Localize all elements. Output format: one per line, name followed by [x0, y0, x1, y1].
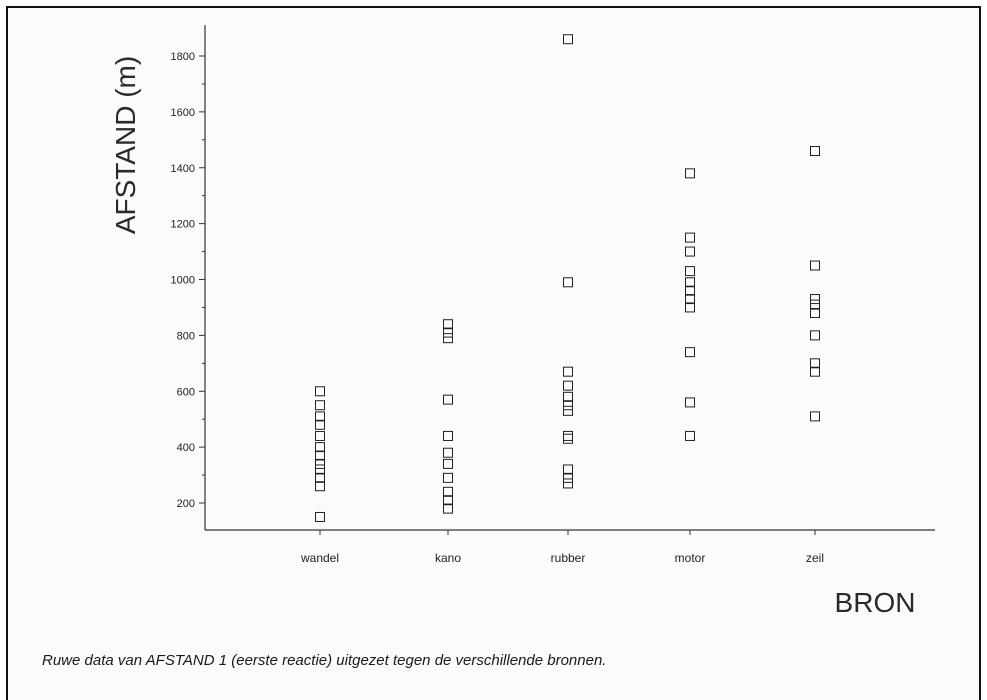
- data-point-motor: [685, 285, 695, 296]
- axes: [204, 25, 935, 531]
- data-point-kano: [443, 327, 453, 338]
- data-point-wandel: [315, 464, 325, 475]
- y-tick-label: 1800: [171, 51, 195, 63]
- y-tick-label: 1400: [171, 163, 195, 175]
- data-point-zeil: [810, 145, 820, 156]
- y-tick-label: 200: [177, 498, 195, 510]
- data-point-zeil: [810, 411, 820, 422]
- figure-frame: [6, 6, 981, 700]
- x-tick-label-motor: motor: [675, 551, 706, 565]
- y-tick-label: 1000: [171, 275, 195, 287]
- data-point-rubber: [563, 380, 573, 391]
- data-point-rubber: [563, 405, 573, 416]
- y-tick-label: 1200: [171, 219, 195, 231]
- data-point-kano: [443, 458, 453, 469]
- x-tick-label-kano: kano: [435, 551, 461, 565]
- y-tick-label: 400: [177, 442, 195, 454]
- data-point-kano: [443, 319, 453, 330]
- data-point-kano: [443, 486, 453, 497]
- data-point-motor: [685, 302, 695, 313]
- data-point-rubber: [563, 366, 573, 377]
- data-point-motor: [685, 294, 695, 305]
- data-point-rubber: [563, 464, 573, 475]
- data-points: [315, 34, 820, 522]
- data-point-wandel: [315, 411, 325, 422]
- y-tick-label: 800: [177, 330, 195, 342]
- data-point-rubber: [563, 433, 573, 444]
- y-axis-label: AFSTAND (m): [110, 56, 141, 234]
- data-point-zeil: [810, 330, 820, 341]
- data-point-wandel: [315, 400, 325, 411]
- data-point-rubber: [563, 277, 573, 288]
- data-point-wandel: [315, 472, 325, 483]
- figure-caption: Ruwe data van AFSTAND 1 (eerste reactie)…: [42, 652, 607, 669]
- data-point-motor: [685, 246, 695, 257]
- data-point-kano: [443, 447, 453, 458]
- data-point-rubber: [563, 478, 573, 489]
- x-axis-label: BRON: [835, 587, 916, 618]
- data-point-motor: [685, 397, 695, 408]
- data-point-zeil: [810, 308, 820, 319]
- data-point-motor: [685, 168, 695, 179]
- data-point-wandel: [315, 511, 325, 522]
- y-tick-label: 1600: [171, 107, 195, 119]
- data-point-wandel: [315, 458, 325, 469]
- data-point-motor: [685, 277, 695, 288]
- data-point-kano: [443, 495, 453, 506]
- data-point-rubber: [563, 400, 573, 411]
- data-point-kano: [443, 394, 453, 405]
- y-ticks: 200 400 600 800 1000 1200 1400 1600 1800: [171, 51, 205, 510]
- data-point-wandel: [315, 481, 325, 492]
- data-point-motor: [685, 430, 695, 441]
- data-point-kano: [443, 430, 453, 441]
- data-point-wandel: [315, 419, 325, 430]
- data-point-rubber: [563, 472, 573, 483]
- data-point-zeil: [810, 260, 820, 271]
- x-tick-label-rubber: rubber: [551, 551, 586, 565]
- data-point-rubber: [563, 391, 573, 402]
- data-point-zeil: [810, 299, 820, 310]
- data-point-zeil: [810, 294, 820, 305]
- data-point-wandel: [315, 430, 325, 441]
- data-point-motor: [685, 266, 695, 277]
- data-point-wandel: [315, 442, 325, 453]
- data-point-kano: [443, 472, 453, 483]
- x-category-labels: wandel kano rubber motor zeil: [300, 530, 824, 565]
- data-point-wandel: [315, 450, 325, 461]
- data-point-motor: [685, 232, 695, 243]
- data-point-kano: [443, 333, 453, 344]
- data-point-wandel: [315, 386, 325, 397]
- data-point-kano: [443, 503, 453, 514]
- data-point-motor: [685, 347, 695, 358]
- scatter-chart: 200 400 600 800 1000 1200 1400 1600 1800 wandel k…: [110, 25, 935, 618]
- data-point-zeil: [810, 366, 820, 377]
- x-tick-label-wandel: wandel: [300, 551, 339, 565]
- y-tick-label: 600: [177, 386, 195, 398]
- data-point-zeil: [810, 358, 820, 369]
- data-point-rubber: [563, 430, 573, 441]
- x-tick-label-zeil: zeil: [806, 551, 824, 565]
- data-point-rubber: [563, 34, 573, 45]
